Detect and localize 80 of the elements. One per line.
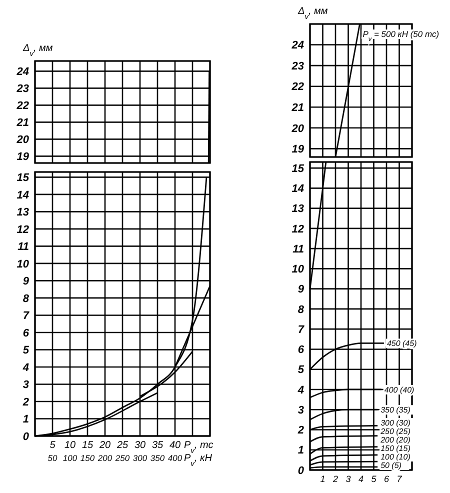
y-tick-label: 10 xyxy=(292,264,305,276)
y-tick-label: 24 xyxy=(16,66,29,78)
y-tick-label: 5 xyxy=(298,364,305,376)
x2-tick-label: 150 xyxy=(80,453,95,463)
y-tick-label: 9 xyxy=(298,284,305,296)
y-tick-label: 7 xyxy=(298,324,305,336)
x-tick-label: 20 xyxy=(98,440,111,451)
y-tick-label: 4 xyxy=(296,384,304,396)
y-tick-label: 20 xyxy=(290,122,305,135)
y-tick-label: 22 xyxy=(290,81,304,94)
x2-tick-label: 350 xyxy=(150,453,165,463)
y-tick-label: 19 xyxy=(16,151,30,164)
series-label: 250 (25) xyxy=(380,427,411,436)
y-tick-label: 11 xyxy=(18,241,29,254)
y-tick-label: 13 xyxy=(292,203,304,216)
y-tick-label: 10 xyxy=(16,258,30,270)
y-axis-title: Δ$_{v}$, мм xyxy=(22,43,53,58)
series-label: 450 (45) xyxy=(386,339,418,348)
y-tick-label: 6 xyxy=(22,327,30,340)
x-tick-label: 30 xyxy=(134,440,146,451)
series-label: 50 (5) xyxy=(380,461,402,470)
y-tick-label: 22 xyxy=(16,100,29,112)
y-tick-label: 21 xyxy=(16,117,29,130)
x2-tick-label: 100 xyxy=(62,453,78,463)
y-tick-label: 14 xyxy=(16,189,29,202)
y-tick-label: 12 xyxy=(16,224,29,236)
y-tick-label: 3 xyxy=(22,379,29,392)
y-tick-label: 3 xyxy=(298,404,304,416)
series-label: 100 (10) xyxy=(380,452,411,462)
x-tick-label: 5 xyxy=(371,474,378,484)
y-tick-label: 19 xyxy=(292,144,305,156)
y-tick-label: 20 xyxy=(16,134,30,146)
series-label: 350 (35) xyxy=(380,406,411,415)
y-tick-label: 0 xyxy=(22,430,30,443)
x-tick-label: 7 xyxy=(396,474,403,484)
series-label: 300 (30) xyxy=(380,418,411,428)
x-tick-label: 6 xyxy=(384,474,390,484)
series-label: 150 (15) xyxy=(380,444,411,453)
y-tick-label: 23 xyxy=(16,83,29,96)
x-tick-label: 25 xyxy=(116,440,128,451)
series-label: 200 (20) xyxy=(380,436,411,444)
series-label: 400 (40) xyxy=(384,385,415,394)
x-tick-label: 35 xyxy=(152,440,164,451)
y-tick-label: 4 xyxy=(22,362,29,374)
x-tick-label: 15 xyxy=(82,440,94,451)
y-tick-label: 5 xyxy=(22,344,30,357)
series-label: P$_{v}$ = 500 кН (50 тс) xyxy=(362,29,440,42)
y-tick-label: 6 xyxy=(298,344,305,356)
x2-tick-label: 250 xyxy=(114,453,130,463)
y-axis-title: Δ$_{v}$, мм xyxy=(297,6,328,20)
x-tick-label: 2 xyxy=(332,474,338,484)
y-tick-label: 21 xyxy=(290,102,304,114)
y-tick-label: 23 xyxy=(290,60,304,72)
y-tick-label: 14 xyxy=(292,183,304,196)
y-tick-label: 11 xyxy=(292,243,304,256)
y-tick-label: 8 xyxy=(298,304,305,316)
y-tick-label: 24 xyxy=(290,40,304,52)
y-tick-label: 9 xyxy=(22,276,30,288)
y-tick-label: 0 xyxy=(298,464,305,477)
y-tick-label: 7 xyxy=(22,310,30,322)
x-tick-label: 4 xyxy=(358,474,364,484)
x2-tick-label: 400 xyxy=(168,453,182,463)
x-tick-label: 5 xyxy=(50,440,56,451)
x-tick-label: 10 xyxy=(64,440,76,451)
x2-tick-label: 200 xyxy=(96,453,112,463)
x-axis-title: P$_{v}$, тс xyxy=(184,440,214,454)
x-tick-label: 3 xyxy=(346,474,351,484)
y-tick-label: 2 xyxy=(296,424,304,437)
x-tick-label: 1 xyxy=(320,474,326,484)
y-tick-label: 8 xyxy=(22,292,30,305)
y-tick-label: 12 xyxy=(292,223,304,236)
y-tick-label: 15 xyxy=(16,172,30,184)
y-tick-label: 15 xyxy=(292,162,305,175)
y-tick-label: 1 xyxy=(22,414,29,426)
x2-tick-label: 50 xyxy=(48,453,58,463)
x2-axis-title: P$_{v}$, кН xyxy=(184,453,213,468)
y-tick-label: 2 xyxy=(22,396,29,408)
y-tick-label: 13 xyxy=(16,206,29,219)
x-tick-label: 40 xyxy=(169,440,181,451)
x2-tick-label: 300 xyxy=(132,453,148,463)
